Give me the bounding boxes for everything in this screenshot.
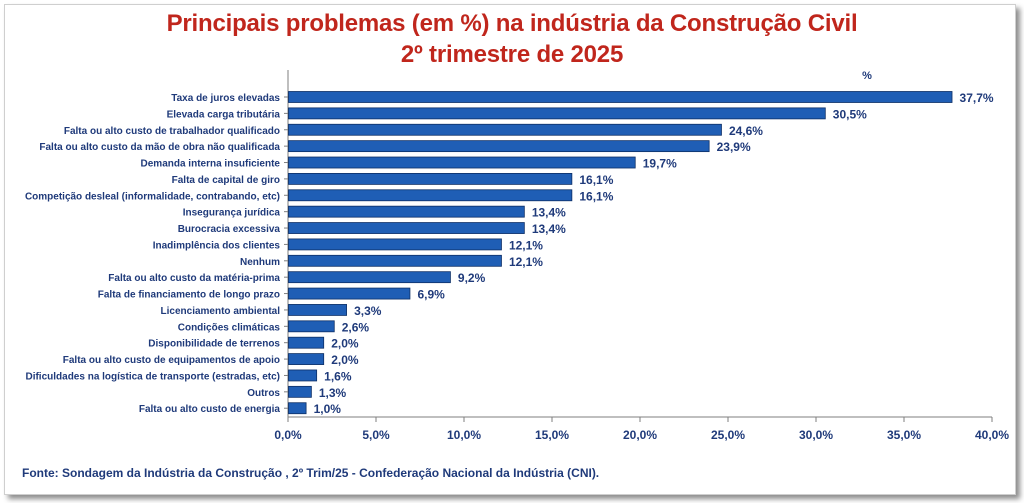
chart-frame [4, 4, 1016, 495]
value-label: 1,3% [319, 386, 347, 400]
category-label: Falta ou alto custo da matéria-prima [108, 273, 280, 284]
x-tick-label: 15,0% [535, 428, 569, 442]
x-tick-label: 40,0% [975, 428, 1009, 442]
category-label: Burocracia excessiva [178, 224, 281, 235]
value-label: 12,1% [509, 238, 543, 252]
bar [288, 222, 525, 234]
value-label: 2,0% [331, 337, 359, 351]
value-label: 16,1% [579, 173, 613, 187]
chart-subtitle: 2º trimestre de 2025 [400, 41, 624, 68]
bar [288, 140, 710, 153]
value-label: 9,2% [458, 271, 486, 285]
bar [288, 402, 307, 415]
x-tick-label: 20,0% [623, 428, 657, 442]
x-tick-label: 25,0% [711, 428, 745, 442]
value-label: 16,1% [579, 189, 613, 203]
bar [288, 287, 411, 300]
value-label: 19,7% [643, 157, 677, 171]
category-label: Licenciamento ambiental [161, 306, 281, 317]
category-label: Falta ou alto custo de energia [139, 404, 281, 415]
value-label: 12,1% [509, 255, 543, 269]
bar [288, 123, 722, 136]
bar [288, 271, 451, 284]
bar [288, 336, 325, 349]
value-label: 23,9% [717, 140, 751, 154]
category-label: Insegurança jurídica [183, 208, 281, 219]
category-label: Falta de financiamento de longo prazo [98, 290, 280, 301]
category-label: Taxa de juros elevadas [171, 93, 280, 104]
bar [288, 238, 502, 251]
source-note: Fonte: Sondagem da Indústria da Construç… [22, 466, 600, 480]
value-label: 13,4% [532, 206, 566, 220]
category-label: Condições climáticas [178, 322, 281, 333]
value-label: 24,6% [729, 124, 763, 138]
chart-title: Principais problemas (em %) na indústria… [166, 10, 858, 37]
value-label: 1,6% [324, 369, 352, 383]
value-label: 1,0% [314, 402, 342, 416]
category-label: Demanda interna insuficiente [141, 159, 281, 170]
x-tick-label: 30,0% [799, 428, 833, 442]
value-label: 2,6% [342, 320, 370, 334]
value-label: 6,9% [417, 288, 445, 302]
bar [288, 369, 318, 382]
bar [288, 320, 335, 333]
category-label: Falta de capital de giro [172, 175, 280, 186]
x-tick-label: 35,0% [887, 428, 921, 442]
value-label: 3,3% [354, 304, 382, 318]
bar [288, 107, 826, 120]
value-label: 37,7% [960, 91, 994, 105]
category-label: Outros [247, 388, 280, 399]
category-label: Dificuldades na logística de transporte … [25, 371, 280, 382]
value-label: 30,5% [833, 107, 867, 121]
bar [288, 91, 953, 103]
bar [288, 385, 312, 398]
bar [288, 353, 325, 365]
bar [288, 254, 502, 267]
category-label: Competição desleal (informalidade, contr… [25, 191, 280, 202]
category-label: Nenhum [240, 257, 280, 268]
x-tick-label: 0,0% [274, 428, 302, 442]
category-label: Falta ou alto custo da mão de obra não q… [39, 142, 280, 153]
value-label: 13,4% [532, 222, 566, 236]
bar [288, 304, 347, 316]
category-label: Falta ou alto custo de trabalhador quali… [64, 126, 280, 137]
category-label: Falta ou alto custo de equipamentos de a… [63, 355, 280, 366]
value-label: 2,0% [331, 353, 359, 367]
x-tick-label: 10,0% [447, 428, 481, 442]
bar [288, 156, 636, 169]
x-tick-label: 5,0% [362, 428, 390, 442]
bar [288, 189, 573, 202]
category-label: Elevada carga tributária [167, 109, 281, 120]
category-label: Disponibilidade de terrenos [148, 339, 280, 350]
category-label: Inadimplência dos clientes [153, 240, 281, 251]
unit-label: % [862, 70, 872, 82]
bar [288, 172, 573, 185]
bar [288, 205, 525, 218]
